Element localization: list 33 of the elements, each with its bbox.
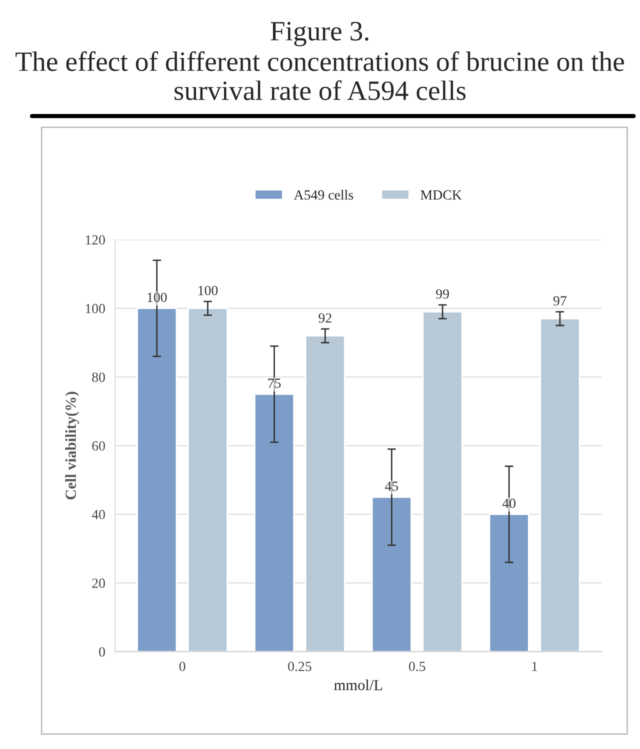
data-label: 92 [318,313,332,323]
data-label: 97 [553,296,566,306]
data-label: 100 [148,292,167,302]
bar [254,393,295,652]
chart-title: Figure 3. [270,22,368,46]
y-tick-label: 120 [86,235,105,245]
bar [136,308,178,652]
bar [371,496,412,652]
y-tick-label: 0 [99,647,105,657]
data-label: 45 [384,482,398,491]
legend-label: A549 cells [294,190,354,200]
bar [488,514,530,652]
x-tick-label: 1 [532,662,538,671]
x-tick-label: 0.25 [288,662,312,672]
bar [304,335,346,652]
data-label: 100 [198,286,218,296]
y-tick-label: 100 [86,304,105,314]
bar [422,311,463,652]
y-axis-title: Cell viability(%) [65,392,80,500]
y-tick-label: 20 [92,578,105,588]
bar [540,318,580,652]
chart-subtitle: The effect of different concentrations of brucine on the survival rate of A594 cells [16,51,624,100]
y-tick-label: 60 [92,441,105,451]
data-label: 75 [268,378,281,388]
legend-label: MDCK [420,190,462,200]
y-tick-label: 40 [92,510,105,520]
data-label: 99 [436,289,449,299]
bar [187,308,228,652]
x-tick-label: 0.5 [408,662,426,672]
x-axis-title: mmol/L [334,680,382,690]
y-tick-label: 80 [92,372,105,382]
x-tick-label: 0 [179,662,186,672]
data-label: 40 [502,498,516,508]
